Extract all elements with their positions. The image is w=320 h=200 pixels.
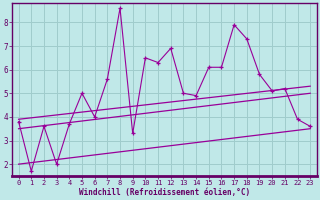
X-axis label: Windchill (Refroidissement éolien,°C): Windchill (Refroidissement éolien,°C) <box>79 188 250 197</box>
